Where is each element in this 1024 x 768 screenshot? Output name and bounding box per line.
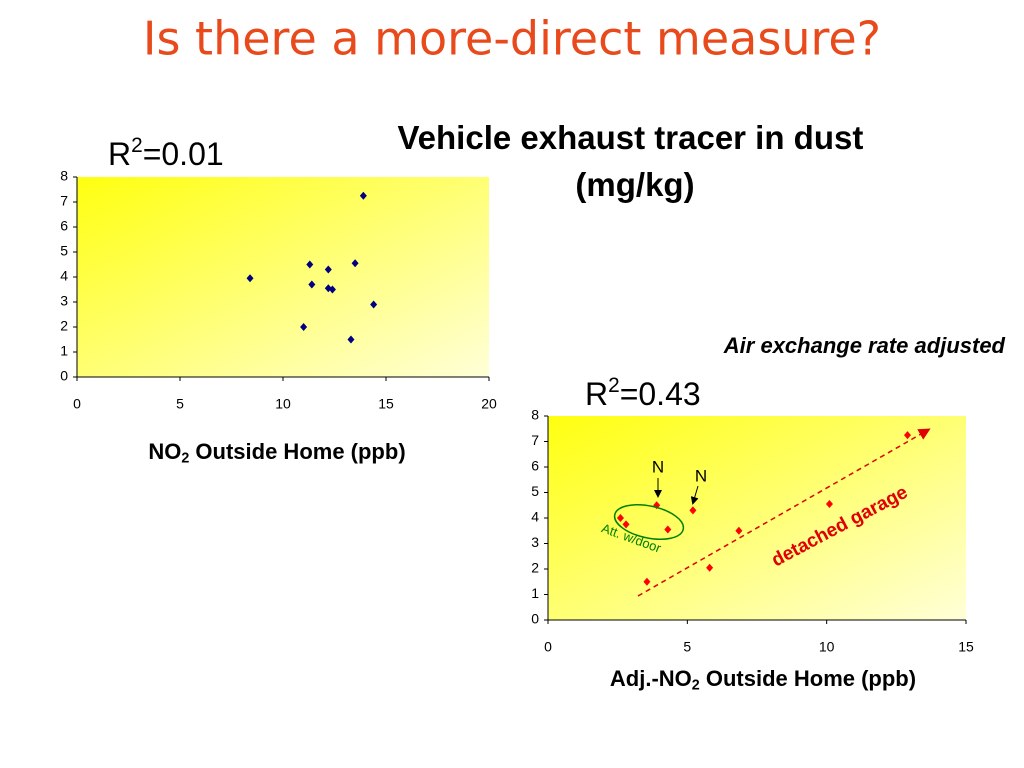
x-tick-label: 0 [73,396,81,412]
point [735,526,743,535]
y-tick-label: 3 [531,534,539,550]
label-rest: Outside Home (ppb) [700,666,916,691]
x-tick-label: 10 [275,396,291,412]
point [359,191,367,200]
y-tick-label: 2 [531,560,539,576]
y-tick-label: 0 [60,368,68,384]
label-rest: =0.01 [143,136,224,172]
point [308,280,316,289]
y-tick-label: 4 [60,268,68,284]
y-tick-label: 2 [60,318,68,334]
note: Air exchange rate adjusted [723,333,1006,358]
label-text: NO [148,439,181,464]
point [664,525,672,534]
point [328,285,336,294]
y-tick-label: 1 [60,343,68,359]
rich-label: R2=0.01 [108,133,224,172]
x-tick-label: 15 [378,396,394,412]
y-tick-label: 6 [60,218,68,234]
label-sup: 2 [131,133,143,156]
y-tick-label: 4 [531,509,539,525]
y-tick-label: 5 [531,483,539,499]
point [706,563,714,572]
y-tick-label: 5 [60,243,68,259]
rich-label: Adj.-NO2 Outside Home (ppb) [610,666,916,693]
x-tick-label: 0 [544,639,552,655]
point [622,520,630,529]
point [306,260,314,269]
plot-area [548,416,966,620]
point [300,323,308,331]
label-text: Adj.-NO [610,666,692,691]
label-rest: =0.43 [620,376,701,412]
label-sub: 2 [692,677,700,693]
point [370,300,378,309]
label-sub: 2 [181,450,189,466]
x-tick-label: 5 [683,639,691,655]
point [324,265,332,274]
y-tick-label: 7 [60,193,68,209]
arrow [690,485,699,505]
label-text: R [585,376,608,412]
y-tick-label: 6 [531,458,539,474]
heading-line: Vehicle exhaust tracer in dust [397,119,863,156]
slide-title: Is there a more-direct measure? [143,12,881,66]
annotation: N [652,457,664,476]
heading: Vehicle exhaust tracer in dust (mg/kg) [397,119,872,203]
y-tick-label: 0 [531,611,539,627]
point [246,274,254,283]
point [351,259,359,268]
x-tick-label: 5 [176,396,184,412]
group-ring [613,503,685,541]
label-sup: 2 [608,373,620,396]
y-tick-label: 7 [531,432,539,448]
point [825,499,833,508]
point [616,514,624,522]
y-tick-label: 8 [531,407,539,423]
y-tick-label: 8 [60,168,68,184]
y-tick-label: 1 [531,585,539,601]
point [347,335,355,344]
y-tick-label: 3 [60,293,68,309]
rich-label: NO2 Outside Home (ppb) [148,439,405,466]
rich-label: R2=0.43 [585,373,701,412]
annotation: N [695,466,707,485]
trend-line [637,428,931,597]
label-rest: Outside Home (ppb) [189,439,405,464]
point [689,506,697,515]
point [903,431,911,440]
x-tick-label: 10 [819,639,835,655]
point [643,577,651,586]
x-tick-label: 15 [958,639,974,655]
x-tick-label: 20 [481,396,497,412]
label-text: R [108,136,131,172]
heading-line: (mg/kg) [575,166,694,203]
plot-area [77,177,489,377]
